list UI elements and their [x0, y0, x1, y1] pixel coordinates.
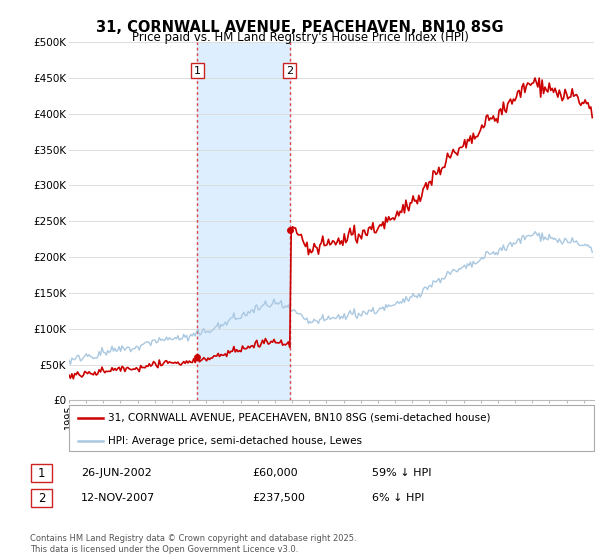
Text: 12-NOV-2007: 12-NOV-2007 — [81, 493, 155, 503]
Text: 2: 2 — [286, 66, 293, 76]
Text: £237,500: £237,500 — [252, 493, 305, 503]
FancyBboxPatch shape — [31, 464, 52, 482]
Text: 59% ↓ HPI: 59% ↓ HPI — [372, 468, 431, 478]
Text: 1: 1 — [194, 66, 201, 76]
Text: 6% ↓ HPI: 6% ↓ HPI — [372, 493, 424, 503]
Text: 1: 1 — [38, 466, 45, 480]
Text: 31, CORNWALL AVENUE, PEACEHAVEN, BN10 8SG (semi-detached house): 31, CORNWALL AVENUE, PEACEHAVEN, BN10 8S… — [109, 413, 491, 423]
FancyBboxPatch shape — [31, 489, 52, 507]
Bar — [197, 42, 290, 400]
FancyBboxPatch shape — [69, 405, 594, 451]
Text: Contains HM Land Registry data © Crown copyright and database right 2025.
This d: Contains HM Land Registry data © Crown c… — [30, 534, 356, 554]
Text: 31, CORNWALL AVENUE, PEACEHAVEN, BN10 8SG: 31, CORNWALL AVENUE, PEACEHAVEN, BN10 8S… — [96, 20, 504, 35]
Text: 2: 2 — [38, 492, 45, 505]
Text: HPI: Average price, semi-detached house, Lewes: HPI: Average price, semi-detached house,… — [109, 436, 362, 446]
Text: 26-JUN-2002: 26-JUN-2002 — [81, 468, 152, 478]
Text: Price paid vs. HM Land Registry's House Price Index (HPI): Price paid vs. HM Land Registry's House … — [131, 31, 469, 44]
Text: £60,000: £60,000 — [252, 468, 298, 478]
